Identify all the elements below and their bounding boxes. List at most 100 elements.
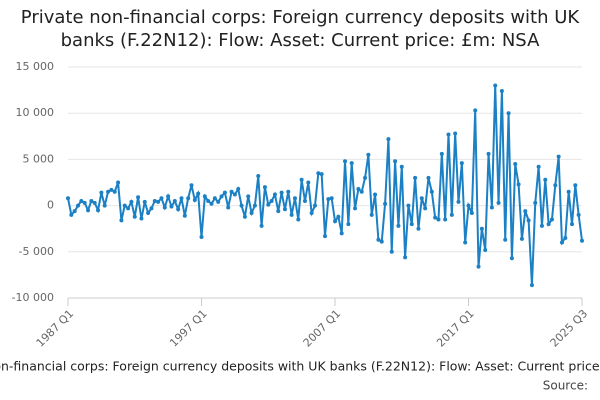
line — [67, 85, 583, 286]
point — [506, 111, 511, 116]
point — [189, 183, 194, 188]
point — [126, 206, 131, 211]
point — [252, 203, 257, 208]
point — [326, 197, 331, 202]
point — [533, 200, 538, 205]
point — [206, 198, 211, 203]
point — [406, 203, 411, 208]
point — [286, 189, 291, 194]
point — [476, 264, 481, 269]
point — [336, 214, 341, 219]
point — [262, 185, 267, 190]
point — [86, 208, 91, 213]
point — [72, 209, 77, 214]
point — [102, 203, 107, 208]
point — [439, 151, 444, 156]
source: Source: — [543, 379, 588, 393]
point — [543, 177, 548, 182]
point — [242, 214, 247, 219]
point — [66, 196, 70, 201]
point — [373, 192, 378, 197]
point — [109, 187, 114, 192]
point — [296, 217, 301, 222]
point — [399, 164, 404, 169]
point — [289, 212, 294, 217]
x-tick-label: 2017 Q1 — [434, 307, 477, 350]
point — [82, 200, 87, 205]
point — [329, 196, 334, 201]
point — [236, 186, 241, 191]
point — [279, 190, 284, 195]
point — [312, 203, 317, 208]
point — [426, 175, 431, 180]
point — [306, 180, 311, 185]
point — [556, 154, 561, 159]
point — [92, 200, 97, 205]
point — [149, 206, 154, 211]
point — [129, 199, 134, 204]
y-tick-label: -5 000 — [19, 245, 54, 258]
point — [222, 190, 227, 195]
point — [256, 174, 261, 179]
point — [499, 89, 504, 94]
point — [473, 108, 478, 113]
point — [549, 217, 554, 222]
point — [302, 198, 307, 203]
point — [573, 183, 578, 188]
y-tick-label: -10 000 — [12, 291, 54, 304]
point — [142, 199, 147, 204]
point — [509, 256, 514, 261]
point — [182, 213, 187, 218]
point — [146, 210, 151, 215]
point — [519, 236, 524, 241]
point — [559, 240, 564, 245]
point — [166, 194, 171, 199]
point — [446, 132, 451, 137]
point — [456, 199, 461, 204]
point — [466, 203, 471, 208]
point — [319, 172, 324, 177]
point — [219, 194, 224, 199]
point — [172, 198, 177, 203]
point — [232, 192, 237, 197]
point — [139, 216, 144, 221]
point — [376, 237, 381, 242]
point — [493, 83, 498, 88]
point — [529, 283, 534, 288]
chart-title: Private non-financial corps: Foreign cur… — [20, 7, 580, 51]
point — [96, 208, 101, 213]
point — [433, 215, 438, 220]
point — [383, 201, 388, 206]
point — [563, 235, 568, 240]
caption: Private non-financial corps: Foreign cur… — [0, 359, 600, 374]
point — [132, 214, 137, 219]
point — [469, 210, 474, 215]
point — [526, 218, 531, 223]
point — [169, 204, 174, 209]
point — [246, 194, 251, 199]
point — [363, 175, 368, 180]
point — [159, 196, 164, 201]
point — [459, 161, 464, 166]
point — [333, 219, 338, 224]
point — [69, 212, 74, 217]
point — [436, 217, 441, 222]
point — [353, 206, 358, 211]
point — [229, 189, 234, 194]
point — [106, 189, 111, 194]
point — [179, 196, 184, 201]
point — [546, 222, 551, 227]
point — [423, 206, 428, 211]
point — [89, 198, 94, 203]
point — [463, 240, 468, 245]
point — [566, 189, 571, 194]
point — [429, 189, 434, 194]
point — [576, 212, 581, 217]
x-tick-label: 2007 Q1 — [301, 307, 344, 350]
point — [76, 203, 81, 208]
y-tick-label: 15 000 — [16, 60, 55, 73]
point — [503, 237, 508, 242]
point — [489, 205, 494, 210]
point — [513, 162, 518, 167]
